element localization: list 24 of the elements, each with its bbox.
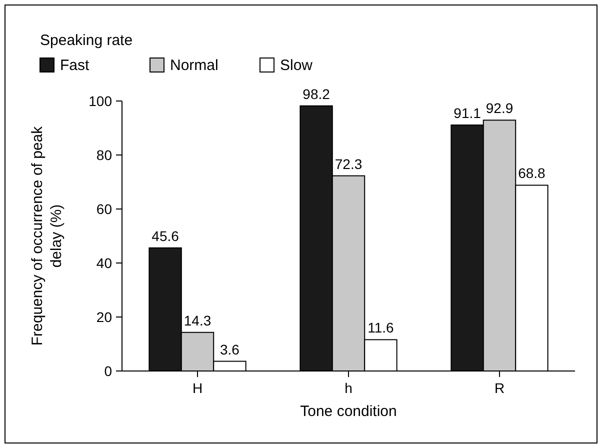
data-label: 72.3 xyxy=(334,156,362,172)
x-tick-label: H xyxy=(192,380,203,396)
y-axis-title: Frequency of occurrence of peak delay (%) xyxy=(29,126,65,346)
legend-label: Normal xyxy=(170,57,218,74)
data-label: 68.8 xyxy=(518,165,546,182)
data-label: 92.9 xyxy=(486,100,514,116)
x-tick-label: h xyxy=(344,380,352,396)
legend-title: Speaking rate xyxy=(40,32,133,49)
y-tick-label: 100 xyxy=(88,92,112,109)
y-tick-label: 80 xyxy=(96,146,112,163)
y-tick-label: 40 xyxy=(96,254,112,271)
data-label: 98.2 xyxy=(302,86,330,102)
x-axis-title: Tone condition xyxy=(300,403,397,420)
y-tick-label: 60 xyxy=(96,200,112,217)
legend-label: Fast xyxy=(60,57,90,74)
data-label: 14.3 xyxy=(184,312,212,328)
legend-label: Slow xyxy=(280,57,313,74)
data-label: 91.1 xyxy=(454,105,482,122)
x-tick-label: R xyxy=(494,380,505,396)
y-tick-label: 0 xyxy=(104,362,112,379)
y-tick-label: 20 xyxy=(96,308,112,325)
data-label: 45.6 xyxy=(152,228,180,244)
data-label: 3.6 xyxy=(220,341,240,358)
data-label: 11.6 xyxy=(368,320,394,336)
